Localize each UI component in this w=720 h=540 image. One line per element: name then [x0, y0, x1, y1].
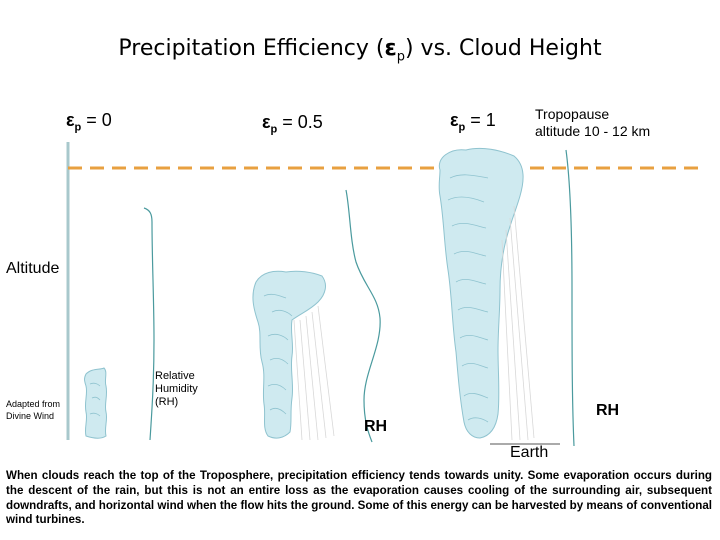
rh-caption-line1: Relative [155, 370, 195, 382]
rh-curve-3 [565, 149, 575, 447]
caption-text: When clouds reach the top of the Troposp… [6, 469, 713, 527]
earth-label: Earth [510, 444, 549, 461]
small-cloud [84, 367, 108, 439]
adapted-note: Adapted from Divine Wind [6, 399, 61, 421]
tropopause-line1: Tropopause [535, 106, 610, 122]
title-epsilon-symbol: ε [384, 36, 397, 61]
rh-label-1: RH [364, 418, 388, 435]
tall-cloud [438, 147, 535, 441]
altitude-label: Altitude [6, 260, 60, 277]
cloud-diagram [66, 142, 700, 447]
title-suffix: ) vs. Cloud Height [404, 36, 602, 61]
tropopause-line2: altitude 10 - 12 km [535, 123, 651, 139]
rh-curve-1 [143, 207, 155, 441]
eps-label-one: εp = 1 [450, 110, 496, 134]
medium-cloud [252, 270, 335, 441]
rh-label-2: RH [596, 402, 620, 419]
eps-label-half: εp = 0.5 [262, 112, 323, 136]
diagram-title: Precipitation Efficiency (εp) vs. Cloud … [0, 36, 720, 64]
eps-label-zero: εp = 0 [66, 110, 112, 134]
title-epsilon-subscript: p [396, 49, 405, 65]
rh-caption-line2: Humidity [155, 383, 198, 395]
title-text: Precipitation Efficiency ( [118, 36, 385, 61]
tropopause-label: Tropopause altitude 10 - 12 km [535, 106, 695, 140]
rh-caption: Relative Humidity (RH) [155, 370, 235, 409]
rh-curve-2 [345, 189, 381, 443]
rh-caption-line3: (RH) [155, 396, 179, 408]
